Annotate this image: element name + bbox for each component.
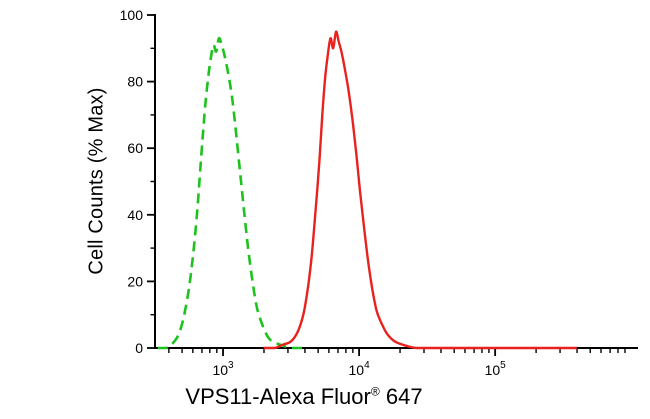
y-tick-label: 40 [127,207,143,223]
x-axis-label: VPS11-Alexa Fluor® 647 [128,384,480,410]
x-tick-label: 105 [485,360,507,378]
registered-trademark-icon: ® [370,384,380,399]
x-axis-label-main: VPS11-Alexa Fluor [185,384,371,409]
y-tick-label: 60 [127,140,143,156]
y-axis-label: Cell Counts (% Max) [85,87,108,275]
y-tick-label: 100 [120,7,144,23]
control-histogram-curve [157,36,302,350]
antibody-histogram-curve [263,30,577,350]
x-tick-label: 103 [212,360,234,378]
x-axis-label-suffix: 647 [379,384,423,409]
x-tick-label: 104 [349,360,371,378]
y-tick-label: 80 [127,74,143,90]
y-tick-label: 0 [135,340,143,356]
y-tick-label: 20 [127,273,143,289]
